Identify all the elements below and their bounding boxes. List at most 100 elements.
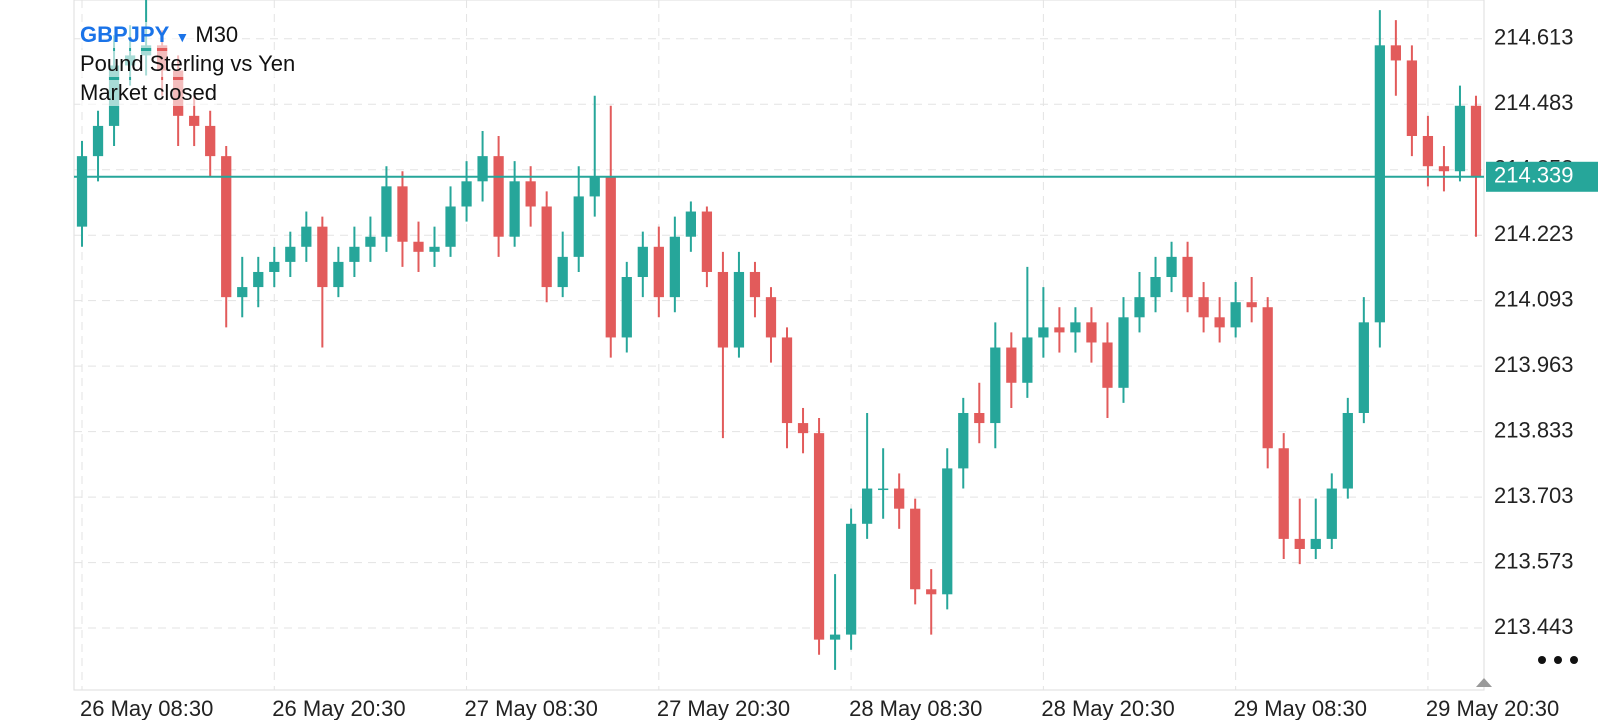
candle-body — [269, 261, 280, 272]
y-tick-label: 214.483 — [1494, 90, 1574, 115]
candle-body — [1006, 347, 1017, 383]
y-tick-label: 213.963 — [1494, 352, 1574, 377]
candle-body — [765, 297, 777, 338]
y-tick-label: 213.703 — [1494, 483, 1574, 508]
candle-body — [1374, 45, 1385, 323]
candle-body — [76, 156, 88, 227]
candle-body — [140, 45, 152, 56]
candle-body — [1086, 322, 1097, 343]
candle-body — [1358, 322, 1369, 413]
candle-body — [621, 277, 632, 338]
candle-body — [926, 589, 937, 595]
candle-body — [669, 236, 680, 298]
y-tick-label: 214.223 — [1494, 221, 1574, 246]
y-tick-label: 214.093 — [1494, 286, 1574, 311]
candle-body — [1134, 297, 1145, 318]
candle-body — [253, 271, 264, 288]
more-menu[interactable] — [1538, 656, 1578, 664]
candle-body — [1406, 60, 1418, 136]
candle-body — [894, 488, 905, 509]
candle-body — [1166, 256, 1177, 278]
candle-body — [525, 181, 536, 207]
market-status: Market closed — [80, 80, 217, 106]
candle-body — [1230, 302, 1241, 328]
candle-body — [1118, 317, 1129, 388]
candle-body — [205, 125, 216, 157]
candle-body — [733, 271, 745, 348]
candle-body — [605, 176, 616, 338]
candle-body — [1390, 45, 1402, 61]
candle-body — [557, 256, 568, 288]
candle-body — [413, 241, 424, 252]
x-tick-label: 29 May 20:30 — [1426, 696, 1559, 720]
candle-body — [509, 181, 520, 237]
candle-body — [910, 508, 921, 590]
x-tick-label: 28 May 08:30 — [849, 696, 982, 720]
candle-body — [429, 246, 440, 252]
candle-body — [845, 523, 857, 635]
candle-body — [701, 211, 713, 272]
candle-body — [397, 186, 408, 242]
candle-body — [189, 115, 200, 126]
candle-body — [1022, 337, 1033, 383]
candle-body — [1150, 277, 1161, 298]
y-tick-label: 213.443 — [1494, 614, 1574, 639]
candle-body — [477, 156, 488, 182]
candle-body — [221, 156, 232, 298]
candle-body — [813, 433, 825, 640]
candle-body — [861, 488, 873, 524]
candle-body — [381, 186, 392, 237]
candle-body — [1070, 322, 1081, 333]
x-tick-label: 26 May 20:30 — [272, 696, 405, 720]
candle-body — [1470, 105, 1482, 177]
candle-body — [461, 181, 472, 207]
candle-body — [1422, 135, 1434, 167]
candle-body — [493, 156, 504, 237]
candle-body — [1198, 297, 1209, 318]
candle-body — [990, 347, 1001, 424]
y-tick-label: 213.833 — [1494, 417, 1574, 442]
plot-frame — [73, 0, 1485, 691]
candle-body — [349, 246, 360, 262]
symbol-dropdown[interactable]: ▼ — [175, 29, 190, 45]
candle-body — [1214, 317, 1225, 328]
candle-body — [1294, 538, 1305, 549]
scroll-marker — [1476, 678, 1492, 687]
candle-body — [1310, 538, 1321, 549]
candle-body — [1102, 342, 1113, 388]
y-tick-label: 214.613 — [1494, 25, 1574, 50]
candle-body — [1038, 327, 1049, 338]
timeframe[interactable]: M30 — [195, 22, 239, 47]
candle-body — [365, 236, 376, 247]
candle-body — [1342, 412, 1353, 489]
candle-body — [1262, 307, 1273, 449]
x-tick-label: 27 May 08:30 — [465, 696, 598, 720]
candle-body — [653, 246, 664, 298]
candle-body — [285, 246, 296, 262]
candle-body — [878, 488, 889, 491]
candle-body — [781, 337, 793, 424]
candle-body — [797, 423, 809, 434]
candle-body — [573, 196, 584, 257]
last-price-label: 214.339 — [1494, 163, 1574, 188]
candle-body — [1182, 256, 1193, 298]
candle-body — [1326, 488, 1337, 539]
candle-body — [749, 271, 761, 298]
candle-body — [333, 261, 344, 288]
candle-body — [1278, 448, 1289, 539]
last-price-tag — [1486, 161, 1598, 192]
candle-body — [974, 412, 985, 424]
subtitle: Pound Sterling vs Yen — [80, 51, 296, 77]
symbol[interactable]: GBPJPY — [80, 22, 170, 47]
candle-body — [958, 412, 969, 469]
candle-body — [829, 634, 841, 640]
candle-body — [1246, 302, 1257, 308]
candle-body — [301, 226, 312, 247]
candle-body — [317, 226, 328, 288]
candle-body — [1054, 327, 1065, 333]
candle-body — [92, 125, 104, 157]
candle-body — [589, 176, 600, 197]
candle-body — [1454, 105, 1466, 172]
